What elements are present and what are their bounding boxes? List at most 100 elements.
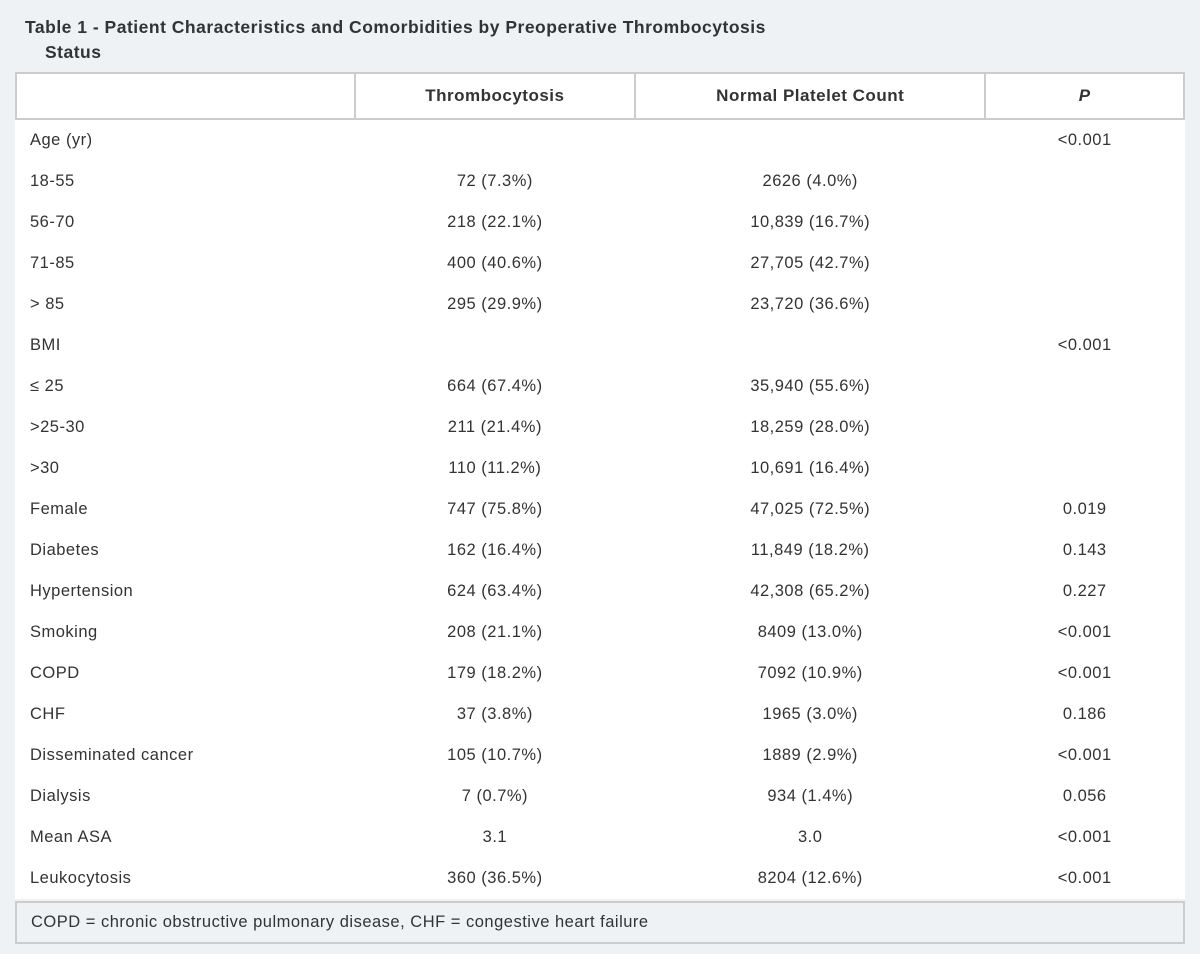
header-thrombocytosis: Thrombocytosis [355, 73, 635, 119]
header-normal-platelet: Normal Platelet Count [635, 73, 985, 119]
row-label: 71-85 [16, 243, 355, 284]
row-p-value: <0.001 [985, 735, 1184, 776]
row-p-value: <0.001 [985, 817, 1184, 858]
row-label: > 85 [16, 284, 355, 325]
table-row: Hypertension624 (63.4%)42,308 (65.2%)0.2… [16, 571, 1184, 612]
row-label: Smoking [16, 612, 355, 653]
table-body: Age (yr)<0.00118-5572 (7.3%)2626 (4.0%)5… [16, 119, 1184, 899]
row-p-value [985, 366, 1184, 407]
row-normal-value: 27,705 (42.7%) [635, 243, 985, 284]
row-label: Diabetes [16, 530, 355, 571]
title-line-2: Status [25, 42, 101, 62]
row-normal-value: 11,849 (18.2%) [635, 530, 985, 571]
row-normal-value: 18,259 (28.0%) [635, 407, 985, 448]
row-p-value [985, 161, 1184, 202]
row-thrombocytosis-value: 360 (36.5%) [355, 858, 635, 899]
header-p-value: P [985, 73, 1184, 119]
table-row: > 85295 (29.9%)23,720 (36.6%) [16, 284, 1184, 325]
row-p-value: <0.001 [985, 325, 1184, 366]
row-label: >25-30 [16, 407, 355, 448]
row-label: ≤ 25 [16, 366, 355, 407]
row-label: CHF [16, 694, 355, 735]
table-row: 71-85400 (40.6%)27,705 (42.7%) [16, 243, 1184, 284]
row-p-value: <0.001 [985, 119, 1184, 161]
row-p-value [985, 284, 1184, 325]
row-label: Age (yr) [16, 119, 355, 161]
table-row: Disseminated cancer105 (10.7%)1889 (2.9%… [16, 735, 1184, 776]
row-p-value: 0.019 [985, 489, 1184, 530]
row-p-value: <0.001 [985, 653, 1184, 694]
table-row: >30110 (11.2%)10,691 (16.4%) [16, 448, 1184, 489]
row-label: >30 [16, 448, 355, 489]
row-thrombocytosis-value: 295 (29.9%) [355, 284, 635, 325]
table-row: Smoking208 (21.1%)8409 (13.0%)<0.001 [16, 612, 1184, 653]
row-normal-value: 8409 (13.0%) [635, 612, 985, 653]
row-normal-value: 23,720 (36.6%) [635, 284, 985, 325]
table-row: >25-30211 (21.4%)18,259 (28.0%) [16, 407, 1184, 448]
row-normal-value [635, 325, 985, 366]
row-thrombocytosis-value: 37 (3.8%) [355, 694, 635, 735]
title-line-1: Table 1 - Patient Characteristics and Co… [25, 17, 766, 37]
row-thrombocytosis-value: 72 (7.3%) [355, 161, 635, 202]
row-p-value [985, 448, 1184, 489]
row-normal-value: 1889 (2.9%) [635, 735, 985, 776]
row-p-value: 0.143 [985, 530, 1184, 571]
table-row: ≤ 25664 (67.4%)35,940 (55.6%) [16, 366, 1184, 407]
header-row: Thrombocytosis Normal Platelet Count P [16, 73, 1184, 119]
row-thrombocytosis-value: 400 (40.6%) [355, 243, 635, 284]
row-thrombocytosis-value [355, 119, 635, 161]
row-normal-value: 35,940 (55.6%) [635, 366, 985, 407]
row-p-value: <0.001 [985, 858, 1184, 899]
row-thrombocytosis-value [355, 325, 635, 366]
table-footnote: COPD = chronic obstructive pulmonary dis… [15, 901, 1185, 944]
row-thrombocytosis-value: 162 (16.4%) [355, 530, 635, 571]
row-thrombocytosis-value: 105 (10.7%) [355, 735, 635, 776]
row-normal-value: 8204 (12.6%) [635, 858, 985, 899]
row-normal-value: 3.0 [635, 817, 985, 858]
row-normal-value: 2626 (4.0%) [635, 161, 985, 202]
table-row: Female747 (75.8%)47,025 (72.5%)0.019 [16, 489, 1184, 530]
row-p-value [985, 243, 1184, 284]
row-p-value [985, 407, 1184, 448]
table-row: CHF37 (3.8%)1965 (3.0%)0.186 [16, 694, 1184, 735]
row-thrombocytosis-value: 218 (22.1%) [355, 202, 635, 243]
row-thrombocytosis-value: 208 (21.1%) [355, 612, 635, 653]
data-table: Thrombocytosis Normal Platelet Count P A… [15, 72, 1185, 899]
row-normal-value: 7092 (10.9%) [635, 653, 985, 694]
table-row: BMI <0.001 [16, 325, 1184, 366]
row-thrombocytosis-value: 3.1 [355, 817, 635, 858]
row-thrombocytosis-value: 664 (67.4%) [355, 366, 635, 407]
row-thrombocytosis-value: 747 (75.8%) [355, 489, 635, 530]
table-row: 18-5572 (7.3%)2626 (4.0%) [16, 161, 1184, 202]
row-p-value: <0.001 [985, 612, 1184, 653]
header-blank [16, 73, 355, 119]
table-title: Table 1 - Patient Characteristics and Co… [15, 10, 1185, 72]
table-row: Age (yr) <0.001 [16, 119, 1184, 161]
row-normal-value: 42,308 (65.2%) [635, 571, 985, 612]
row-thrombocytosis-value: 624 (63.4%) [355, 571, 635, 612]
row-normal-value: 10,839 (16.7%) [635, 202, 985, 243]
row-normal-value: 47,025 (72.5%) [635, 489, 985, 530]
table-row: Mean ASA3.13.0<0.001 [16, 817, 1184, 858]
row-label: Hypertension [16, 571, 355, 612]
table-wrapper: Thrombocytosis Normal Platelet Count P A… [15, 72, 1185, 899]
row-label: 18-55 [16, 161, 355, 202]
row-label: Leukocytosis [16, 858, 355, 899]
row-label: Disseminated cancer [16, 735, 355, 776]
row-label: BMI [16, 325, 355, 366]
table-row: 56-70218 (22.1%)10,839 (16.7%) [16, 202, 1184, 243]
row-thrombocytosis-value: 179 (18.2%) [355, 653, 635, 694]
row-label: 56-70 [16, 202, 355, 243]
table-row: Leukocytosis360 (36.5%)8204 (12.6%)<0.00… [16, 858, 1184, 899]
row-p-value: 0.186 [985, 694, 1184, 735]
row-thrombocytosis-value: 110 (11.2%) [355, 448, 635, 489]
table-row: COPD179 (18.2%)7092 (10.9%)<0.001 [16, 653, 1184, 694]
row-normal-value [635, 119, 985, 161]
row-label: Mean ASA [16, 817, 355, 858]
row-p-value [985, 202, 1184, 243]
row-thrombocytosis-value: 211 (21.4%) [355, 407, 635, 448]
row-label: COPD [16, 653, 355, 694]
row-normal-value: 10,691 (16.4%) [635, 448, 985, 489]
table-row: Diabetes162 (16.4%)11,849 (18.2%)0.143 [16, 530, 1184, 571]
row-label: Female [16, 489, 355, 530]
